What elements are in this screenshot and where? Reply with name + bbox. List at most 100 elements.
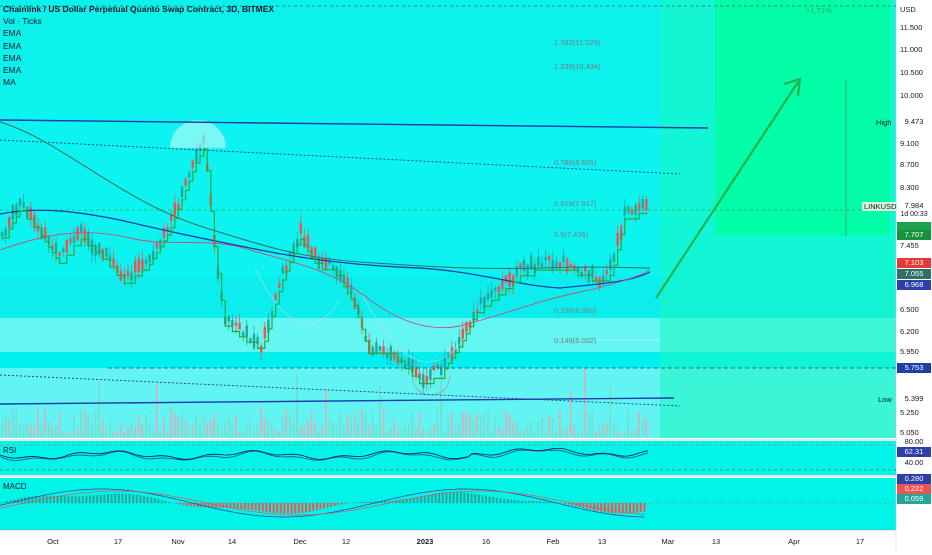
macd-hist-bar	[64, 496, 66, 503]
macd-hist-bar	[283, 503, 285, 514]
price-axis-label: 9.100	[900, 139, 919, 148]
macd-hist-bar	[121, 494, 123, 503]
volume-bar	[51, 426, 53, 437]
volume-bar	[473, 420, 475, 437]
volume-bar	[411, 413, 413, 437]
candle-body	[408, 358, 410, 367]
volume-bar	[602, 424, 604, 437]
macd-hist-bar	[611, 503, 613, 513]
candle-body	[228, 316, 230, 322]
high-label: High	[876, 118, 891, 127]
volume-bar	[311, 412, 313, 437]
candle-body	[519, 263, 521, 268]
indicator-ema-3[interactable]: EMA	[3, 52, 274, 64]
volume-bar	[177, 417, 179, 437]
indicator-ma[interactable]: MA	[3, 76, 274, 88]
macd-hist-bar	[625, 503, 627, 513]
volume-bar	[404, 426, 406, 437]
indicator-ema-4[interactable]: EMA	[3, 64, 274, 76]
candle-body	[588, 270, 590, 281]
time-axis-label: 16	[482, 537, 490, 546]
price-axis-label: 7.455	[900, 241, 919, 250]
macd-hist-bar	[183, 503, 185, 505]
macd-hist-bar	[280, 503, 282, 513]
candle-body	[505, 275, 507, 282]
macd-hist-bar	[157, 499, 159, 503]
candle-body	[15, 205, 17, 216]
candle-body	[282, 267, 284, 274]
volume-bar	[62, 431, 64, 437]
macd-hist-bar	[485, 496, 487, 503]
volume-bar	[642, 417, 644, 437]
candle-body	[580, 272, 582, 277]
macd-hist-bar	[215, 503, 217, 508]
volume-bar	[469, 415, 471, 437]
macd-hist-bar	[82, 496, 84, 503]
macd-hist-bar	[147, 497, 149, 503]
macd-hist-bar	[161, 500, 163, 503]
candle-body	[192, 161, 194, 168]
time-axis-label: Nov	[171, 537, 184, 546]
macd-hist-bar	[118, 494, 120, 503]
volume-bar	[48, 421, 50, 437]
indicator-volume[interactable]: Vol · Ticks	[3, 15, 274, 27]
macd-hist-bar	[49, 496, 51, 503]
symbol-title[interactable]: Chainlink / US Dollar Perpetual Quanto S…	[3, 3, 274, 15]
volume-bar	[343, 425, 345, 437]
price-axis-unit: USD	[900, 5, 916, 14]
macd-value-tag: 0.280	[897, 474, 931, 484]
candle-body	[127, 270, 129, 276]
macd-hist-bar	[154, 498, 156, 503]
candle-body	[429, 369, 431, 380]
candle-body	[112, 258, 114, 266]
macd-hist-bar	[492, 497, 494, 503]
macd-pane-title[interactable]: MACD	[3, 482, 27, 491]
volume-bar	[30, 425, 32, 437]
candle-body	[271, 311, 273, 315]
volume-bar	[213, 413, 215, 437]
macd-hist-bar	[323, 503, 325, 508]
volume-bar	[44, 408, 46, 437]
rsi-pane-title[interactable]: RSI	[3, 446, 16, 455]
volume-bar	[365, 412, 367, 437]
ema-value-tag: 7.055	[897, 269, 931, 279]
time-axis-label: Mar	[662, 537, 675, 546]
volume-bar	[8, 420, 10, 437]
macd-hist-bar	[629, 503, 631, 513]
volume-bar	[494, 418, 496, 437]
volume-bar	[181, 415, 183, 437]
time-axis-label: 17	[114, 537, 122, 546]
target-label: +1.71%	[806, 6, 832, 15]
candle-body	[375, 342, 377, 353]
macd-hist-bar	[85, 496, 87, 503]
indicator-ema-1[interactable]: EMA	[3, 27, 274, 39]
indicator-ema-2[interactable]: EMA	[3, 40, 274, 52]
macd-hist-bar	[507, 499, 509, 503]
volume-bar	[617, 431, 619, 437]
macd-hist-bar	[496, 498, 498, 503]
volume-bar	[23, 427, 25, 437]
macd-hist-bar	[503, 499, 505, 503]
volume-bar	[516, 421, 518, 437]
macd-hist-bar	[607, 503, 609, 513]
macd-hist-bar	[471, 493, 473, 503]
volume-bar	[397, 429, 399, 437]
macd-hist-bar	[96, 495, 98, 503]
volume-bar	[55, 427, 57, 437]
candle-body	[616, 233, 618, 245]
macd-hist-bar	[71, 496, 73, 503]
volume-bar	[231, 423, 233, 437]
macd-hist-bar	[568, 503, 570, 505]
macd-hist-bar	[179, 503, 181, 504]
volume-bar	[102, 419, 104, 437]
macd-hist-bar	[593, 503, 595, 510]
candle-body	[498, 287, 500, 293]
candle-body	[332, 265, 334, 270]
volume-bar	[134, 426, 136, 437]
macd-hist-bar	[345, 503, 347, 504]
candle-body	[314, 247, 316, 257]
volume-bar	[339, 413, 341, 437]
volume-bar	[599, 426, 601, 437]
macd-pane-background	[0, 478, 896, 530]
